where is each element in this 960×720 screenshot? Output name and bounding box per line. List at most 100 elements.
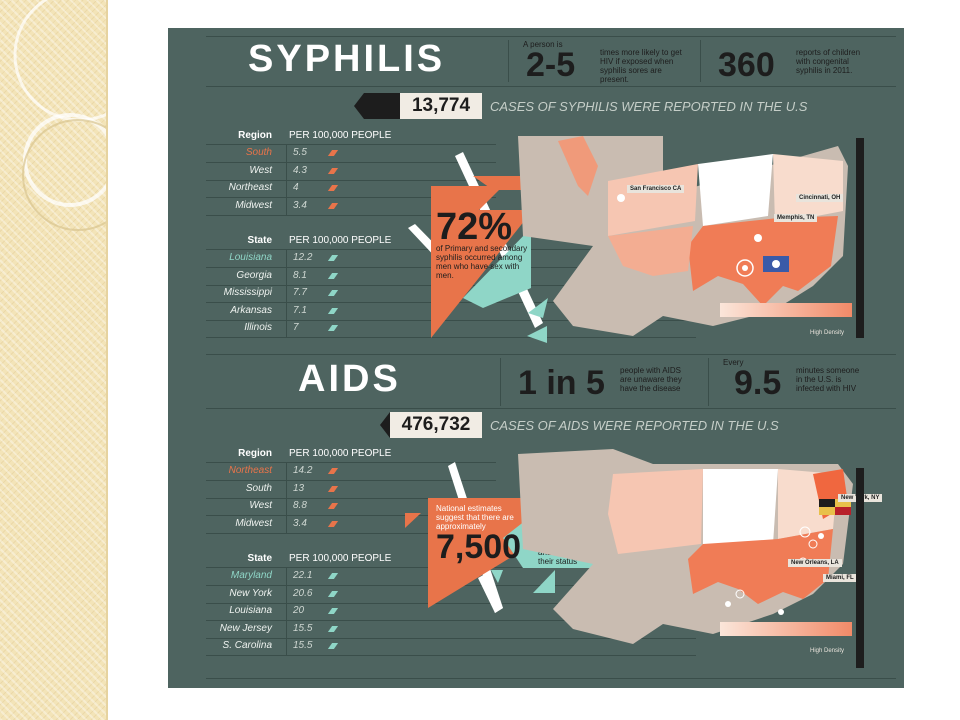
density-legend-label: High Density bbox=[810, 330, 845, 336]
aids-region-header: Region bbox=[238, 448, 272, 459]
map-label: San Francisco CA bbox=[627, 185, 685, 193]
rate-marker-icon bbox=[327, 290, 339, 296]
column-divider bbox=[286, 585, 287, 603]
table-row: Midwest 3.4 bbox=[206, 197, 496, 216]
row-value: 3.4 bbox=[293, 517, 307, 529]
rate-marker-icon bbox=[327, 503, 339, 509]
row-value: 4 bbox=[293, 182, 299, 193]
divider bbox=[206, 86, 896, 87]
row-value: 15.5 bbox=[293, 640, 313, 651]
row-value: 5.5 bbox=[293, 147, 307, 158]
row-label: Georgia bbox=[236, 269, 272, 281]
syphilis-stat1-text: times more likely to get HIV if exposed … bbox=[600, 48, 682, 84]
row-label: Northeast bbox=[228, 182, 272, 193]
row-label: New York bbox=[229, 587, 272, 599]
syphilis-region-unit: PER 100,000 PEOPLE bbox=[289, 130, 392, 141]
aids-stat2-pre: Every bbox=[723, 358, 744, 367]
syphilis-stat2-text: reports of children with congenital syph… bbox=[796, 48, 861, 75]
map-label: New Orleans, LA bbox=[788, 559, 842, 567]
table-row: Northeast 14.2 bbox=[206, 463, 496, 481]
aids-us-map bbox=[518, 449, 853, 644]
table-row: West 4.3 bbox=[206, 162, 496, 181]
table-row: S. Carolina 15.5 bbox=[206, 638, 696, 656]
divider bbox=[700, 40, 701, 82]
row-value: 14.2 bbox=[293, 465, 313, 476]
divider bbox=[206, 678, 896, 679]
aids-state-unit: PER 100,000 PEOPLE bbox=[289, 553, 392, 564]
row-label: Northeast bbox=[228, 465, 272, 476]
syphilis-callout-text: of Primary and secondary syphilis occurr… bbox=[436, 244, 528, 280]
column-divider bbox=[286, 250, 287, 267]
divider bbox=[206, 408, 896, 409]
rate-marker-icon bbox=[327, 325, 339, 331]
row-label: Louisiana bbox=[229, 605, 272, 616]
aids-callout-value: 7,500 bbox=[436, 528, 522, 566]
rate-marker-icon bbox=[327, 185, 339, 191]
table-row: South 5.5 bbox=[206, 145, 496, 163]
row-label: Midwest bbox=[235, 199, 272, 211]
rate-marker-icon bbox=[327, 485, 339, 492]
rate-marker-icon bbox=[327, 590, 339, 597]
column-divider bbox=[286, 463, 287, 480]
table-row: Arkansas 7.1 bbox=[206, 302, 696, 321]
density-legend-bar bbox=[720, 622, 852, 636]
rate-marker-icon bbox=[327, 608, 339, 614]
row-value: 4.3 bbox=[293, 164, 307, 176]
table-row: Louisiana 20 bbox=[206, 603, 696, 621]
column-divider bbox=[286, 568, 287, 585]
aids-cases-value: 476,732 bbox=[390, 412, 482, 438]
rate-marker-icon bbox=[327, 307, 339, 314]
row-label: South bbox=[245, 482, 272, 494]
infographic: SYPHILIS A person is 2-5 times more like… bbox=[168, 28, 904, 688]
banner-arrow bbox=[354, 93, 404, 119]
row-value: 15.5 bbox=[293, 622, 313, 634]
row-label: West bbox=[249, 500, 272, 511]
table-row: Midwest 3.4 bbox=[206, 515, 496, 534]
rate-marker-icon bbox=[327, 468, 339, 474]
map-label: Cincinnati, OH bbox=[796, 194, 844, 202]
row-value: 3.4 bbox=[293, 199, 307, 211]
rate-marker-icon bbox=[327, 167, 339, 174]
syphilis-stat2-value: 360 bbox=[718, 46, 775, 84]
rate-marker-icon bbox=[327, 643, 339, 649]
row-label: Louisiana bbox=[229, 252, 272, 263]
divider bbox=[206, 462, 496, 463]
row-value: 22.1 bbox=[293, 570, 313, 581]
row-value: 8.1 bbox=[293, 269, 307, 281]
rate-marker-icon bbox=[327, 625, 339, 632]
column-divider bbox=[286, 620, 287, 638]
row-value: 13 bbox=[293, 482, 305, 494]
side-rule bbox=[856, 138, 864, 338]
table-row: New York 20.6 bbox=[206, 585, 696, 604]
map-label: Memphis, TN bbox=[774, 214, 818, 222]
aids-state-header: State bbox=[247, 553, 272, 564]
map-label: Miami, FL bbox=[823, 574, 857, 582]
row-label: South bbox=[245, 147, 272, 158]
divider bbox=[508, 40, 509, 82]
column-divider bbox=[286, 603, 287, 620]
divider bbox=[206, 354, 896, 355]
row-label: S. Carolina bbox=[222, 640, 272, 651]
side-rule bbox=[856, 468, 864, 668]
row-value: 8.8 bbox=[293, 500, 307, 511]
row-value: 7.1 bbox=[293, 304, 307, 316]
divider bbox=[206, 36, 896, 37]
column-divider bbox=[286, 197, 287, 215]
aids-stat2-value: 9.5 bbox=[734, 364, 782, 402]
column-divider bbox=[286, 320, 287, 337]
row-label: Midwest bbox=[235, 517, 272, 529]
syphilis-title: SYPHILIS bbox=[248, 38, 446, 80]
column-divider bbox=[286, 638, 287, 655]
density-legend-label: High Density bbox=[810, 648, 845, 654]
syphilis-cases-text: CASES OF SYPHILIS WERE REPORTED IN THE U… bbox=[490, 99, 808, 114]
divider bbox=[206, 144, 496, 145]
table-row: New Jersey 15.5 bbox=[206, 620, 696, 639]
decorative-rings bbox=[13, 0, 106, 231]
row-label: Maryland bbox=[230, 570, 272, 581]
aids-stat1-value: 1 in 5 bbox=[518, 364, 605, 402]
column-divider bbox=[286, 302, 287, 320]
row-value: 20.6 bbox=[293, 587, 313, 599]
row-value: 7.7 bbox=[293, 287, 307, 298]
column-divider bbox=[286, 498, 287, 515]
syphilis-geometric-shapes bbox=[408, 152, 548, 343]
